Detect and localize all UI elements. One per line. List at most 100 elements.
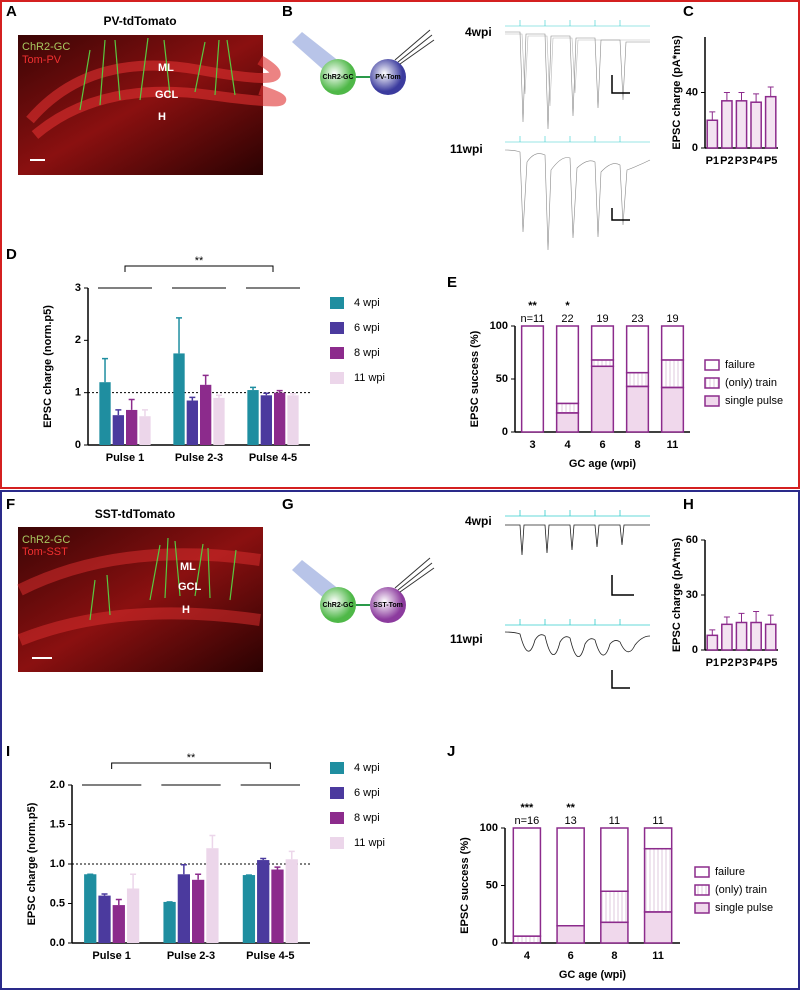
cell-label: ChR2-GC bbox=[322, 74, 353, 81]
trace-label: 11wpi bbox=[450, 632, 483, 646]
frame-top bbox=[0, 0, 800, 489]
bar bbox=[706, 634, 719, 651]
y-axis-label: EPSC charge (pA*ms) bbox=[671, 538, 683, 653]
x-tick-label: P3 bbox=[735, 657, 748, 669]
x-axis-label: GC age (wpi) bbox=[569, 458, 637, 470]
x-tick-label: 11 bbox=[652, 950, 664, 962]
error-bar bbox=[738, 612, 745, 623]
y-tick-label: 3 bbox=[75, 282, 81, 294]
bar-segment bbox=[520, 325, 545, 433]
n-label: 23 bbox=[631, 313, 643, 325]
bar bbox=[260, 395, 272, 445]
n-label: 19 bbox=[666, 313, 678, 325]
x-tick-label: P1 bbox=[706, 657, 719, 669]
bar-segment bbox=[555, 412, 580, 433]
legend-label: 11 wpi bbox=[354, 372, 385, 384]
n-label: 11 bbox=[609, 815, 620, 827]
x-tick-label: 8 bbox=[611, 950, 617, 962]
y-tick-label: 1.0 bbox=[50, 858, 65, 870]
schematic bbox=[292, 29, 435, 95]
legend-label: single pulse bbox=[725, 395, 783, 407]
legend-label: 6 wpi bbox=[354, 787, 380, 799]
image-label: GCL bbox=[178, 581, 202, 593]
y-tick-label: 0.0 bbox=[50, 937, 65, 949]
error-bar bbox=[723, 616, 730, 625]
y-tick-label: 40 bbox=[686, 86, 698, 98]
bar-segment bbox=[556, 827, 585, 927]
bar bbox=[98, 895, 111, 943]
traces bbox=[504, 20, 651, 251]
image-label: ChR2-GC bbox=[22, 534, 70, 546]
y-tick-label: 0 bbox=[692, 142, 698, 154]
legend-swatch bbox=[330, 762, 344, 774]
n-label: 22 bbox=[561, 313, 573, 325]
bar-segment bbox=[643, 847, 673, 913]
trace-label: 4wpi bbox=[465, 25, 492, 39]
x-tick-label: 3 bbox=[529, 439, 535, 451]
y-axis-label: EPSC success (%) bbox=[459, 837, 471, 934]
panel-letter: F bbox=[6, 496, 15, 513]
legend-label: (only) train bbox=[725, 377, 777, 389]
image-label: ChR2-GC bbox=[22, 41, 70, 53]
legend-label: 8 wpi bbox=[354, 812, 380, 824]
x-tick-label: P5 bbox=[764, 155, 777, 167]
bar-segment bbox=[590, 325, 615, 361]
bar-segment bbox=[590, 365, 615, 433]
error-bar bbox=[274, 866, 281, 870]
y-tick-label: 30 bbox=[686, 589, 698, 601]
y-tick-label: 100 bbox=[490, 320, 508, 332]
error-bar bbox=[767, 614, 774, 625]
y-tick-label: 2.0 bbox=[50, 779, 65, 791]
bar-segment bbox=[590, 359, 615, 368]
y-tick-label: 0 bbox=[502, 426, 508, 438]
schematic bbox=[292, 557, 435, 623]
cell-label: ChR2-GC bbox=[322, 602, 353, 609]
x-tick-label: Pulse 1 bbox=[106, 452, 145, 464]
legend-swatch bbox=[694, 884, 710, 896]
error-bar bbox=[250, 386, 257, 391]
y-tick-label: 0.5 bbox=[50, 897, 65, 909]
y-tick-label: 100 bbox=[480, 822, 498, 834]
x-tick-label: Pulse 1 bbox=[92, 950, 131, 962]
x-tick-label: P5 bbox=[764, 657, 777, 669]
bar-segment bbox=[600, 827, 629, 892]
panel-letter: E bbox=[447, 274, 457, 291]
y-axis-label: EPSC charge (pA*ms) bbox=[671, 35, 683, 150]
image-title: PV-tdTomato bbox=[103, 14, 176, 28]
x-tick-label: 4 bbox=[524, 950, 531, 962]
x-tick-label: P1 bbox=[706, 155, 719, 167]
bar bbox=[764, 623, 777, 651]
n-label: 13 bbox=[565, 815, 577, 827]
panel-letter: I bbox=[6, 743, 10, 760]
micrograph bbox=[17, 527, 263, 672]
panel-letter: G bbox=[282, 496, 294, 513]
x-tick-label: P2 bbox=[720, 155, 733, 167]
x-axis-label: GC age (wpi) bbox=[559, 969, 627, 981]
bar-segment bbox=[556, 925, 585, 944]
y-tick-label: 0 bbox=[692, 644, 698, 656]
error-bar bbox=[102, 357, 109, 383]
legend-label: single pulse bbox=[715, 902, 773, 914]
x-tick-label: P3 bbox=[735, 155, 748, 167]
bar bbox=[750, 621, 762, 651]
bar bbox=[99, 382, 111, 445]
y-axis-label: EPSC charge (norm.p5) bbox=[42, 305, 54, 428]
cell-label: SST-Tom bbox=[373, 602, 403, 609]
error-bar bbox=[195, 873, 202, 880]
legend-swatch bbox=[330, 322, 344, 334]
y-tick-label: 1 bbox=[75, 387, 81, 399]
bar-segment bbox=[555, 402, 580, 414]
bar bbox=[112, 905, 125, 943]
y-tick-label: 0 bbox=[75, 439, 81, 451]
bar bbox=[721, 623, 733, 651]
error-bar bbox=[115, 409, 122, 416]
annotation: ** bbox=[195, 255, 204, 267]
y-tick-label: 2 bbox=[75, 334, 81, 346]
error-bar bbox=[141, 409, 148, 417]
bar bbox=[285, 859, 298, 943]
x-tick-label: 4 bbox=[564, 439, 571, 451]
panel-letter: J bbox=[447, 743, 455, 760]
error-bar bbox=[723, 92, 730, 101]
significance: ** bbox=[528, 300, 537, 312]
y-tick-label: 1.5 bbox=[50, 818, 65, 830]
